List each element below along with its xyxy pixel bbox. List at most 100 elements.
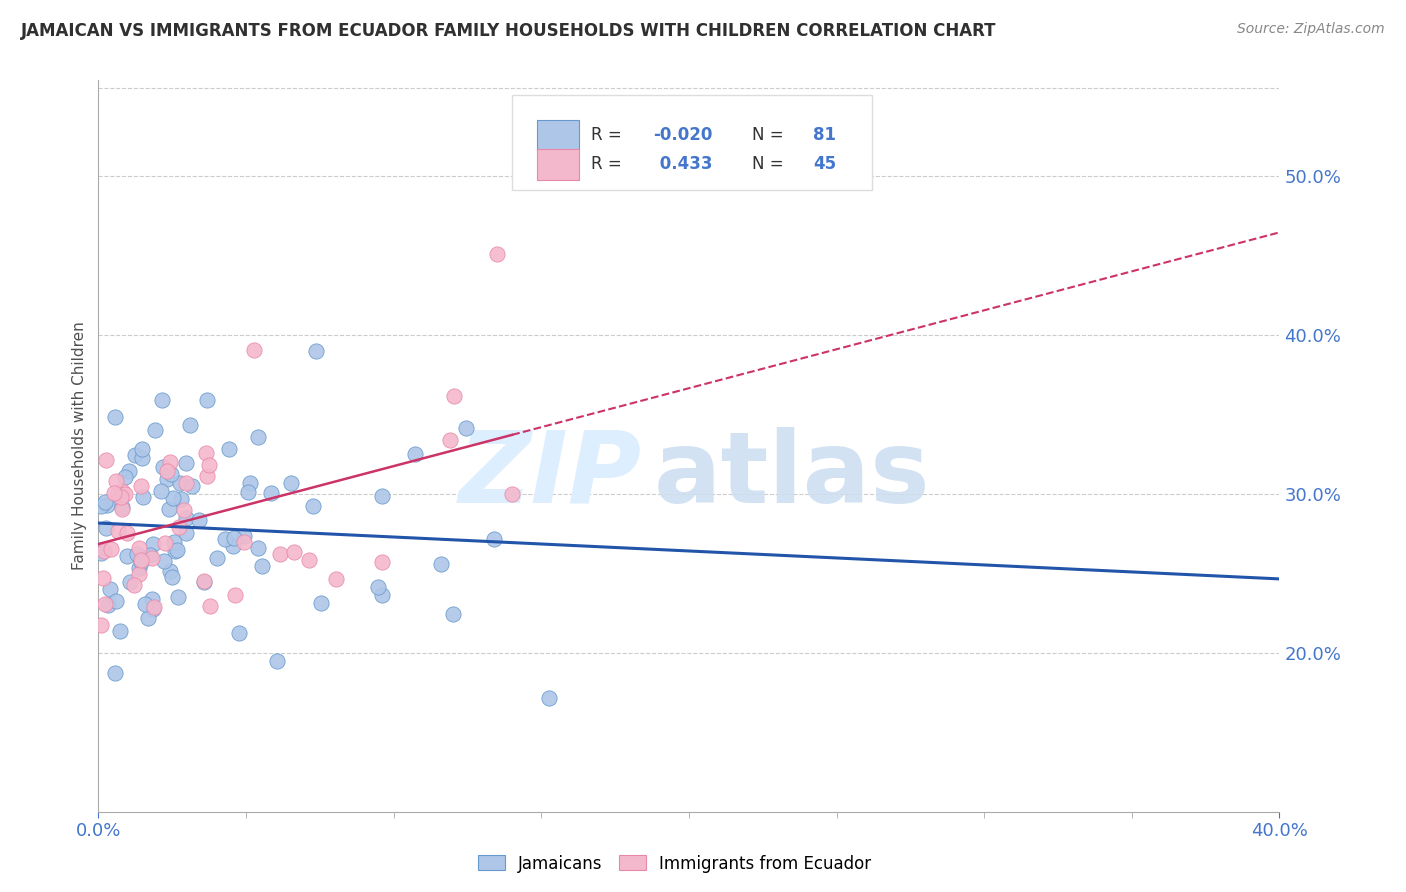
Point [404,447,426,461]
Point [103,485,125,500]
Point [193,574,215,589]
Point [125,547,148,561]
Point [155,472,177,486]
Point [134,597,156,611]
Point [143,423,166,437]
Point [247,430,270,444]
Point [454,421,477,435]
Text: JAMAICAN VS IMMIGRANTS FROM ECUADOR FAMILY HOUSEHOLDS WITH CHILDREN CORRELATION : JAMAICAN VS IMMIGRANTS FROM ECUADOR FAMI… [21,22,997,40]
Point [96,453,118,467]
Point [150,483,173,498]
Point [169,492,191,507]
Point [128,541,150,555]
Point [325,572,347,586]
Point [174,475,197,490]
Point [153,554,176,568]
Point [131,451,153,466]
Point [224,588,246,602]
Text: atlas: atlas [654,426,931,524]
Point [167,520,190,534]
Point [181,479,204,493]
FancyBboxPatch shape [537,120,579,151]
Point [98,582,121,596]
Point [195,469,218,483]
Point [228,625,250,640]
Point [309,597,332,611]
Point [163,535,186,549]
Point [97,598,120,612]
Point [111,500,134,515]
Point [232,535,254,549]
Point [222,540,245,554]
Point [124,448,146,462]
Point [129,555,152,569]
Point [238,485,260,500]
Text: 81: 81 [813,127,837,145]
FancyBboxPatch shape [512,95,872,190]
Point [167,590,190,604]
Point [136,610,159,624]
Text: ZIP: ZIP [458,426,641,524]
Point [269,547,291,561]
Point [193,574,215,588]
Point [96,521,118,535]
Point [152,459,174,474]
Point [266,654,288,668]
Point [93,544,115,558]
Point [218,442,240,457]
Point [160,467,183,481]
Text: R =: R = [591,127,627,145]
Point [156,464,179,478]
Point [150,393,173,408]
Point [239,475,262,490]
Point [222,531,245,545]
Point [111,501,134,516]
Point [207,551,229,566]
Point [159,455,181,469]
Point [104,410,127,425]
Point [174,456,197,470]
Point [233,529,256,543]
Point [142,537,165,551]
Point [114,487,136,501]
Point [214,533,236,547]
Point [162,491,184,505]
Point [96,498,118,512]
Point [90,499,112,513]
Text: N =: N = [752,155,789,173]
Point [120,575,142,590]
Point [107,524,129,538]
Point [174,526,197,541]
Point [485,247,508,261]
Point [441,607,464,621]
Point [439,433,461,447]
Point [195,393,218,408]
Point [159,502,181,516]
Point [166,542,188,557]
Point [198,458,221,472]
Point [115,549,138,564]
Point [430,558,453,572]
Point [484,532,506,546]
Point [104,666,127,681]
Text: N =: N = [752,127,789,145]
Point [302,499,325,513]
Text: 45: 45 [813,155,837,173]
Point [280,476,302,491]
Point [155,536,177,550]
Point [131,553,153,567]
Point [141,551,163,566]
Point [165,544,187,558]
Point [107,485,129,500]
Point [110,490,132,504]
Point [105,474,128,488]
Point [94,597,117,611]
Point [243,343,266,357]
Point [115,526,138,541]
Point [90,617,112,632]
Point [114,470,136,484]
Point [305,344,328,359]
Point [174,511,197,525]
Point [108,624,131,638]
Point [179,417,201,432]
